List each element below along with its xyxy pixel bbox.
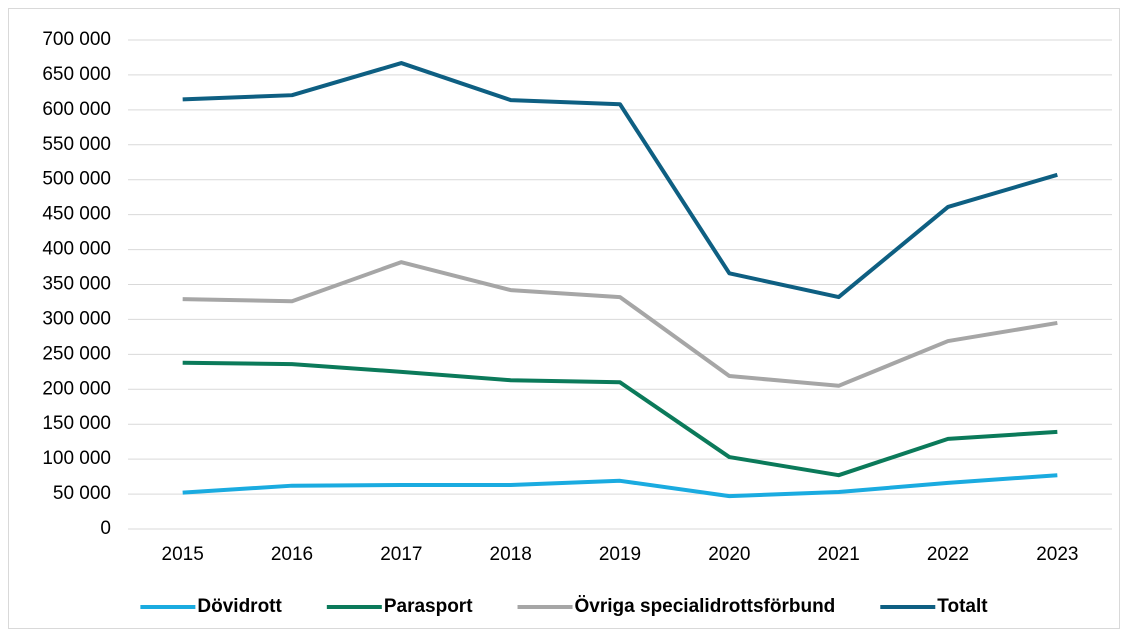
y-tick-label: 350 000 — [42, 274, 111, 295]
legend-label: Parasport — [384, 596, 473, 617]
legend-label: Övriga specialidrottsförbund — [575, 596, 836, 617]
y-tick-label: 400 000 — [42, 239, 111, 260]
y-tick-label: 100 000 — [42, 448, 111, 469]
legend-label: Totalt — [937, 596, 988, 617]
line-series — [182, 260, 1058, 388]
y-tick-label: 0 — [100, 518, 111, 539]
y-tick-label: 450 000 — [42, 204, 111, 225]
line-series — [182, 360, 1058, 478]
y-tick-label: 50 000 — [53, 483, 111, 504]
y-tick-label: 700 000 — [42, 29, 111, 50]
x-tick-label: 2021 — [818, 544, 860, 565]
x-tick-label: 2019 — [599, 544, 641, 565]
x-tick-label: 2020 — [708, 544, 750, 565]
x-tick-label: 2023 — [1036, 544, 1078, 565]
x-tick-label: 2016 — [271, 544, 313, 565]
y-tick-label: 200 000 — [42, 378, 111, 399]
line-series — [182, 473, 1058, 499]
line-series — [182, 61, 1058, 300]
y-tick-label: 600 000 — [42, 99, 111, 120]
y-tick-label: 150 000 — [42, 413, 111, 434]
y-tick-label: 500 000 — [42, 169, 111, 190]
x-tick-label: 2017 — [380, 544, 422, 565]
y-tick-label: 250 000 — [42, 343, 111, 364]
x-tick-label: 2018 — [490, 544, 532, 565]
y-tick-label: 650 000 — [42, 64, 111, 85]
chart-frame — [8, 8, 1120, 629]
x-tick-label: 2015 — [162, 544, 204, 565]
y-tick-label: 300 000 — [42, 308, 111, 329]
y-tick-label: 550 000 — [42, 134, 111, 155]
legend-label: Dövidrott — [197, 596, 282, 617]
x-tick-label: 2022 — [927, 544, 969, 565]
